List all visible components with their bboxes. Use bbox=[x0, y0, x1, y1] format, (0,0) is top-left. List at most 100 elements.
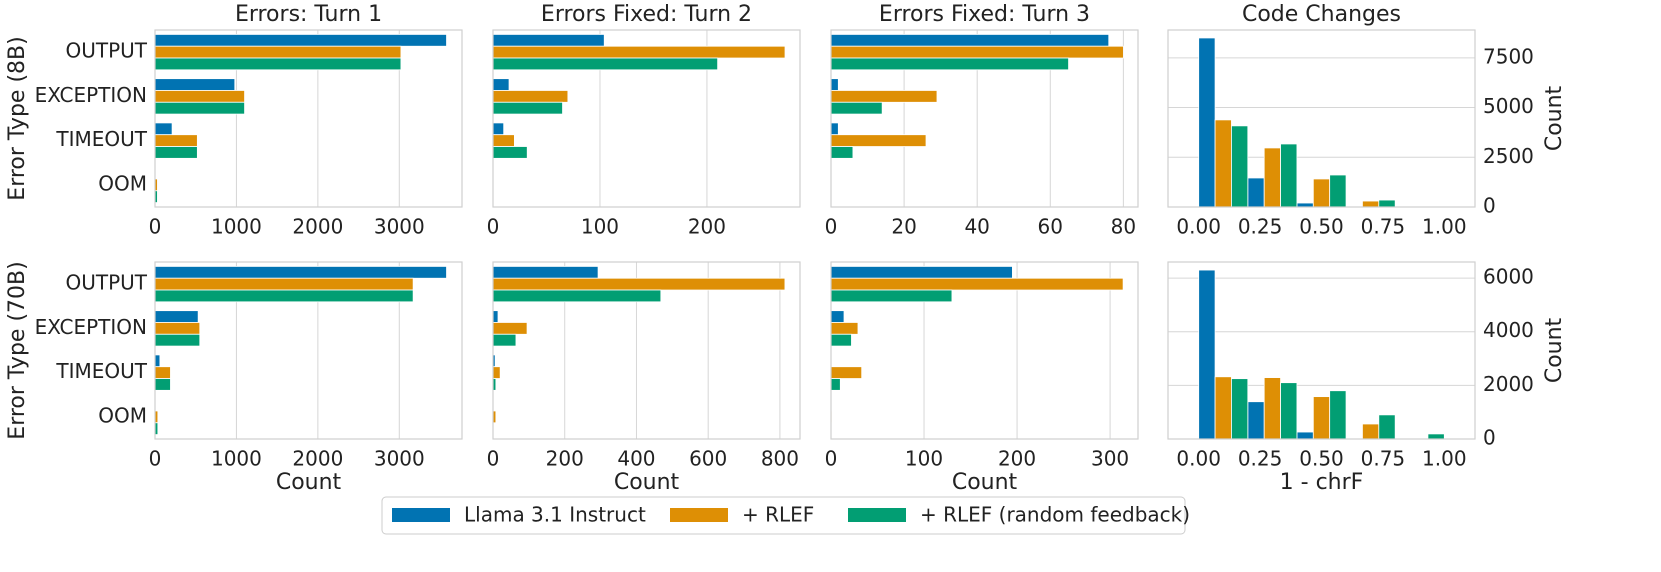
x-tick-label: 0 bbox=[487, 447, 500, 471]
bar bbox=[830, 289, 953, 303]
bar bbox=[830, 333, 852, 347]
bar bbox=[492, 45, 786, 59]
bar bbox=[492, 277, 786, 291]
x-tick-label: 80 bbox=[1111, 215, 1136, 239]
bar bbox=[492, 333, 517, 347]
legend-box bbox=[381, 496, 1186, 535]
x-tick-label: 200 bbox=[688, 215, 726, 239]
bar bbox=[154, 277, 414, 291]
x-tick-label: 3000 bbox=[374, 215, 425, 239]
bar bbox=[830, 78, 839, 91]
y-tick-label: 2500 bbox=[1483, 144, 1534, 168]
x-axis-label: 1 - chrF bbox=[1280, 470, 1364, 495]
x-tick-label: 300 bbox=[1091, 447, 1129, 471]
legend-swatch bbox=[392, 508, 450, 522]
axes-frame bbox=[1167, 261, 1476, 440]
axes-frame bbox=[830, 29, 1139, 208]
y-tick-label: 0 bbox=[1483, 194, 1496, 218]
bar bbox=[830, 122, 839, 136]
x-tick-label: 40 bbox=[964, 215, 989, 239]
bar bbox=[492, 146, 528, 159]
bar bbox=[492, 34, 605, 47]
axes-frame bbox=[492, 29, 801, 208]
y-tick-label: 4000 bbox=[1483, 318, 1534, 342]
x-tick-label: 0.50 bbox=[1299, 447, 1344, 471]
bar bbox=[830, 277, 1124, 291]
x-tick-label: 200 bbox=[998, 447, 1036, 471]
y-tick-label: 0 bbox=[1483, 426, 1496, 450]
histogram-bar bbox=[1231, 378, 1249, 440]
axes-frame bbox=[492, 261, 801, 440]
histogram-bar bbox=[1263, 377, 1281, 440]
x-tick-label: 0.75 bbox=[1361, 447, 1406, 471]
legend-swatch bbox=[848, 508, 906, 522]
bar bbox=[492, 78, 510, 91]
x-tick-label: 0 bbox=[149, 447, 162, 471]
y-axis-label: Count bbox=[1542, 317, 1567, 383]
x-axis-label: Count bbox=[952, 470, 1018, 495]
bar bbox=[830, 310, 845, 323]
histogram-bar bbox=[1296, 431, 1314, 440]
bar bbox=[492, 57, 719, 71]
x-tick-label: 20 bbox=[891, 215, 916, 239]
bar bbox=[154, 146, 198, 159]
bar bbox=[154, 122, 173, 136]
chart-title: Errors: Turn 1 bbox=[235, 2, 382, 27]
y-axis-label: Count bbox=[1542, 85, 1567, 151]
x-tick-label: 0 bbox=[825, 215, 838, 239]
legend-swatch bbox=[670, 508, 728, 522]
x-tick-label: 2000 bbox=[292, 215, 343, 239]
x-tick-label: 600 bbox=[689, 447, 727, 471]
histogram-bar bbox=[1214, 119, 1232, 208]
y-tick-label: 6000 bbox=[1483, 265, 1534, 289]
x-tick-label: 1.00 bbox=[1422, 447, 1467, 471]
y-tick-label: 7500 bbox=[1483, 44, 1534, 68]
bar bbox=[830, 378, 841, 391]
x-tick-label: 400 bbox=[617, 447, 655, 471]
x-tick-label: 1.00 bbox=[1422, 215, 1467, 239]
bar bbox=[830, 134, 927, 147]
bar bbox=[492, 101, 563, 115]
x-tick-label: 60 bbox=[1038, 215, 1063, 239]
bar bbox=[154, 90, 245, 103]
axes-frame bbox=[154, 29, 463, 208]
bar bbox=[830, 366, 863, 379]
x-axis-label: Count bbox=[614, 470, 680, 495]
bar bbox=[492, 90, 569, 103]
bar bbox=[154, 78, 236, 91]
legend-label: + RLEF (random feedback) bbox=[920, 503, 1190, 527]
histogram-bar bbox=[1312, 178, 1331, 208]
x-tick-label: 1000 bbox=[211, 447, 262, 471]
histogram-bar bbox=[1231, 125, 1249, 208]
bar bbox=[492, 134, 515, 147]
y-tick-label: OUTPUT bbox=[65, 271, 147, 295]
bar bbox=[492, 122, 505, 136]
bar bbox=[492, 366, 501, 379]
legend-label: Llama 3.1 Instruct bbox=[464, 503, 646, 527]
histogram-bar bbox=[1329, 174, 1347, 208]
y-tick-label: TIMEOUT bbox=[55, 359, 147, 383]
y-tick-label: 2000 bbox=[1483, 372, 1534, 396]
chart-title: Errors Fixed: Turn 3 bbox=[879, 2, 1090, 27]
bar bbox=[154, 45, 402, 59]
histogram-bar bbox=[1280, 143, 1298, 208]
legend-label: + RLEF bbox=[742, 503, 814, 527]
y-tick-label: OOM bbox=[98, 171, 147, 195]
histogram-bar bbox=[1362, 200, 1380, 208]
bar bbox=[830, 101, 883, 115]
y-tick-label: TIMEOUT bbox=[55, 127, 147, 151]
histogram-bar bbox=[1198, 269, 1216, 440]
histogram-bar bbox=[1198, 37, 1216, 208]
x-tick-label: 0 bbox=[149, 215, 162, 239]
bar bbox=[830, 45, 1124, 59]
y-tick-label: 5000 bbox=[1483, 94, 1534, 118]
bar bbox=[154, 333, 201, 347]
x-tick-label: 0.00 bbox=[1176, 447, 1221, 471]
y-axis-label: Error Type (70B) bbox=[5, 261, 30, 439]
bar bbox=[830, 266, 1013, 279]
bar bbox=[492, 289, 662, 303]
histogram-bar bbox=[1263, 147, 1281, 208]
bar bbox=[154, 366, 171, 379]
bar bbox=[154, 134, 198, 147]
x-tick-label: 100 bbox=[905, 447, 943, 471]
